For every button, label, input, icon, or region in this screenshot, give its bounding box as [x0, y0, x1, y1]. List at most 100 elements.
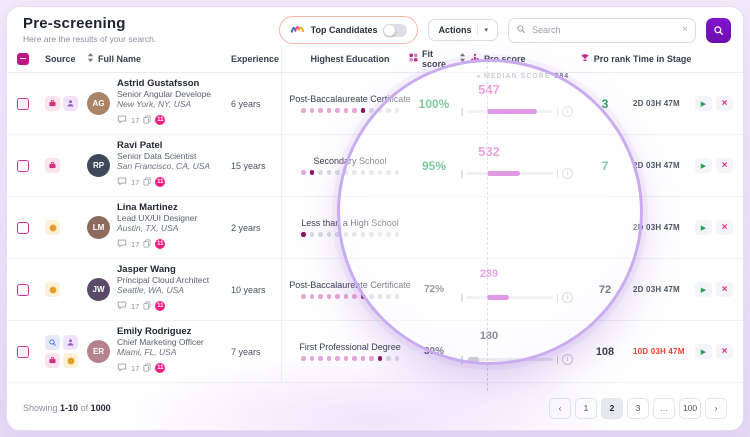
comments-icon[interactable]: [117, 235, 127, 253]
documents-icon[interactable]: [143, 297, 151, 315]
page-button-3[interactable]: 3: [627, 397, 649, 419]
documents-icon[interactable]: [143, 111, 151, 129]
source-icons: [45, 158, 79, 173]
notification-badge[interactable]: 11: [155, 363, 166, 373]
reject-x-icon: ×: [721, 221, 728, 233]
comments-count: 17: [131, 115, 140, 125]
pre-screening-card: Pre-screening Here are the results of yo…: [6, 6, 744, 431]
reject-button[interactable]: ×: [716, 282, 733, 297]
candidate-name[interactable]: Emily Rodriguez: [117, 326, 192, 337]
table-row: LM Lina Martinez Lead UX/UI Designer Aus…: [7, 197, 743, 259]
column-time-in-stage: Time in Stage: [633, 53, 692, 64]
coin-source-icon[interactable]: [45, 282, 60, 297]
candidate-name[interactable]: Ravi Patel: [117, 140, 163, 151]
row-checkbox[interactable]: [17, 283, 29, 296]
pro-score-bar: i: [461, 106, 573, 117]
page-button-1[interactable]: 1: [575, 397, 597, 419]
table-row: AG Astrid Gustafsson Senior Angular Deve…: [7, 73, 743, 135]
time-in-stage-value: 2D 03H 47M: [633, 285, 680, 294]
avatar: ER: [87, 340, 110, 363]
reject-button[interactable]: ×: [716, 158, 733, 173]
search-input[interactable]: [532, 25, 677, 35]
pro-rank-value: 108: [595, 345, 615, 358]
pro-score-value: 180: [479, 330, 499, 342]
search-submit-button[interactable]: [706, 17, 731, 43]
next-page-button[interactable]: ›: [705, 397, 727, 419]
info-icon[interactable]: i: [562, 168, 573, 179]
documents-icon[interactable]: [143, 173, 151, 191]
person-source-icon[interactable]: [63, 96, 78, 111]
source-icons: [45, 220, 79, 235]
candidate-location: Seattle, WA, USA: [117, 285, 184, 295]
pro-score-cell: [459, 197, 577, 258]
briefcase-source-icon[interactable]: [45, 353, 60, 368]
source-icons: [45, 96, 79, 111]
info-icon[interactable]: i: [562, 292, 573, 303]
info-icon[interactable]: i: [562, 354, 573, 365]
comments-icon[interactable]: [117, 359, 127, 377]
reject-button[interactable]: ×: [716, 220, 733, 235]
fit-score-value: 30%: [423, 346, 444, 357]
select-all-checkbox[interactable]: [17, 52, 29, 65]
advance-button[interactable]: ▶: [695, 96, 712, 111]
documents-icon[interactable]: [143, 235, 151, 253]
reject-button[interactable]: ×: [716, 344, 733, 359]
candidate-name[interactable]: Astrid Gustafsson: [117, 78, 200, 89]
column-pro-score[interactable]: Pro score: [459, 53, 577, 65]
candidate-location: Austin, TX, USA: [117, 223, 179, 233]
candidate-cell: JW Jasper Wang Principal Cloud Architect…: [87, 264, 231, 315]
person-source-icon[interactable]: [63, 335, 78, 350]
row-checkbox[interactable]: [17, 345, 29, 358]
actions-button[interactable]: Actions ▾: [428, 19, 498, 41]
candidate-title: Principal Cloud Architect: [117, 275, 210, 285]
briefcase-source-icon[interactable]: [45, 158, 60, 173]
notification-badge[interactable]: 11: [155, 239, 166, 249]
top-candidates-pill[interactable]: Top Candidates: [278, 16, 419, 44]
pro-score-cell: 547 i: [459, 73, 577, 134]
candidate-cell: ER Emily Rodriguez Chief Marketing Offic…: [87, 326, 231, 377]
candidate-title: Lead UX/UI Designer: [117, 213, 198, 223]
candidate-name[interactable]: Jasper Wang: [117, 264, 176, 275]
documents-icon[interactable]: [143, 359, 151, 377]
page-button-2[interactable]: 2: [601, 397, 623, 419]
education-label: First Professional Degree: [299, 342, 401, 353]
table-footer: Showing 1-10 of 1000 ‹ 1 2 3… 100 ›: [7, 386, 743, 430]
coin-source-icon[interactable]: [63, 353, 78, 368]
page-title: Pre-screening: [23, 15, 126, 32]
briefcase-source-icon[interactable]: [45, 96, 60, 111]
advance-button[interactable]: ▶: [695, 158, 712, 173]
candidate-name[interactable]: Lina Martinez: [117, 202, 178, 213]
coin-source-icon[interactable]: [45, 220, 60, 235]
advance-button[interactable]: ▶: [695, 282, 712, 297]
row-checkbox[interactable]: [17, 221, 29, 234]
time-in-stage-value: 10D 03H 47M: [633, 347, 685, 356]
sort-icon: [87, 53, 94, 64]
notification-badge[interactable]: 11: [155, 115, 166, 125]
comments-icon[interactable]: [117, 173, 127, 191]
column-education: Highest Education: [281, 45, 409, 72]
notification-badge[interactable]: 11: [155, 301, 166, 311]
column-full-name[interactable]: Full Name: [87, 53, 231, 64]
candidate-location: Miami, FL, USA: [117, 347, 177, 357]
magnifier-source-icon[interactable]: [45, 335, 60, 350]
notification-badge[interactable]: 11: [155, 177, 166, 187]
search-icon: [516, 21, 526, 39]
brand-logo-icon: [290, 21, 305, 39]
comments-icon[interactable]: [117, 111, 127, 129]
page-button-100[interactable]: 100: [679, 397, 701, 419]
education-cell: Secondary School: [281, 135, 409, 196]
play-icon: ▶: [700, 100, 707, 108]
chevron-down-icon: ▾: [484, 27, 488, 34]
experience-value: 15 years: [231, 160, 266, 171]
top-candidates-toggle[interactable]: [383, 23, 408, 37]
advance-button[interactable]: ▶: [695, 344, 712, 359]
row-checkbox[interactable]: [17, 97, 29, 110]
comments-icon[interactable]: [117, 297, 127, 315]
info-icon[interactable]: i: [562, 106, 573, 117]
reject-button[interactable]: ×: [716, 96, 733, 111]
clear-search-icon[interactable]: ×: [682, 24, 688, 35]
prev-page-button[interactable]: ‹: [549, 397, 571, 419]
advance-button[interactable]: ▶: [695, 220, 712, 235]
column-pro-rank: Pro rank: [577, 53, 633, 65]
row-checkbox[interactable]: [17, 159, 29, 172]
